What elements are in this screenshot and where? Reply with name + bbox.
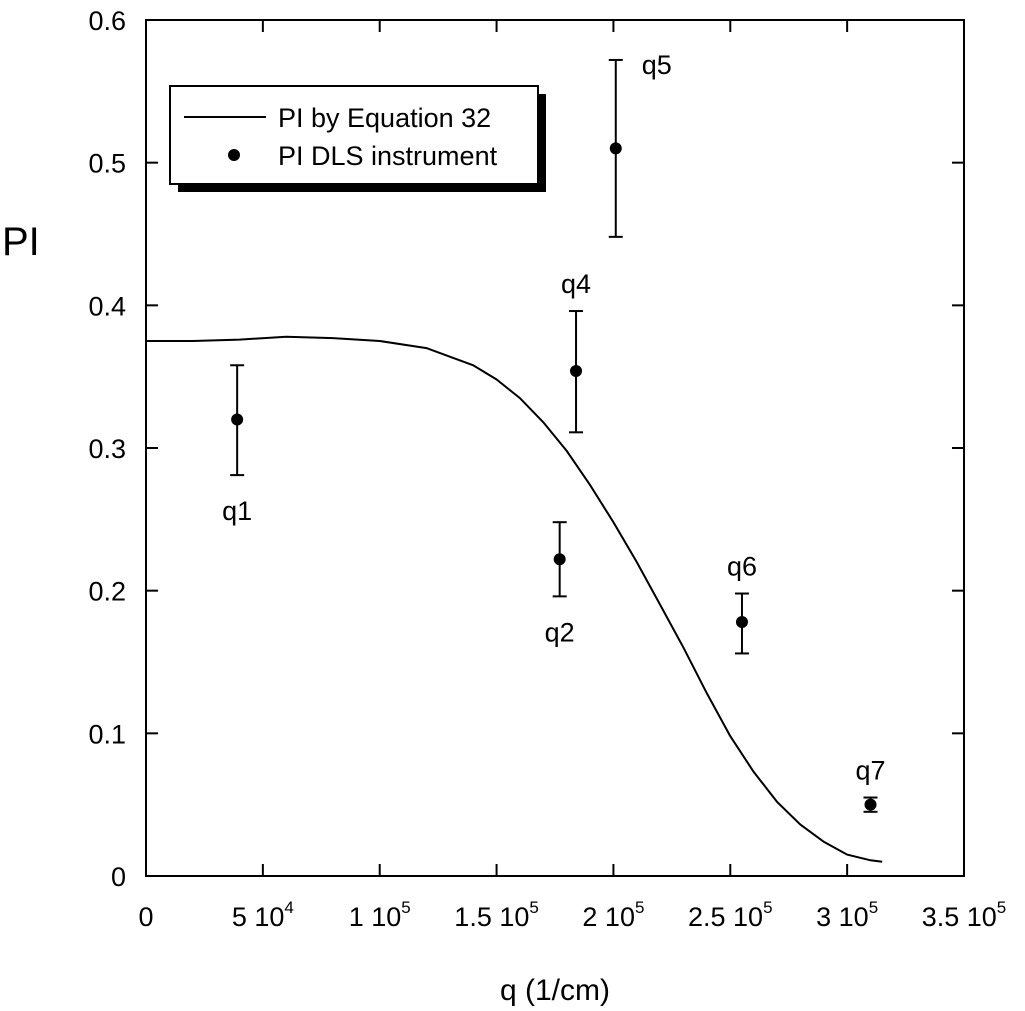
x-tick-exponent: 5 [635,898,644,917]
x-tick-label: 2.5 105 [688,898,773,932]
point-label: q6 [727,552,757,582]
x-tick-exponent: 5 [763,898,772,917]
data-marker [864,798,877,811]
data-marker [553,553,566,566]
x-tick-exponent: 5 [997,898,1006,917]
data-point-q4: q4 [561,269,591,434]
y-tick-label: 0.2 [88,577,126,607]
x-tick-label: 0 [138,902,153,932]
x-tick-label: 2 105 [582,898,644,932]
y-tick-label: 0.6 [88,6,126,36]
data-point-q6: q6 [727,552,757,655]
legend-label-dls: PI DLS instrument [278,141,498,171]
model-curve [146,335,883,863]
x-tick-labels: 0 5 104 1 105 1.5 105 2 105 2.5 105 3 105 3.5 1… [138,898,1006,932]
point-label: q2 [545,617,575,647]
x-tick-exponent: 5 [869,898,878,917]
x-axis-label: q (1/cm) [500,974,610,1007]
x-tick-label: 3.5 105 [922,898,1007,932]
legend-dot-marker [228,149,240,161]
legend-label-equation: PI by Equation 32 [278,103,491,133]
data-marker [570,364,583,377]
data-points: q1 q2 q4 q5 q6 q7 [222,50,886,813]
y-tick-label: 0.3 [88,434,126,464]
x-tick-label: 1 105 [349,898,411,932]
y-tick-labels: 0 0.1 0.2 0.3 0.4 0.5 0.6 [88,6,126,892]
data-marker [609,142,622,155]
point-label: q4 [561,269,591,299]
x-tick-label: 5 104 [232,898,294,932]
x-tick-exponent: 5 [401,898,410,917]
y-axis-label: PI [2,220,40,264]
data-point-q5: q5 [608,50,672,238]
x-tick-exponent: 5 [529,898,538,917]
legend: PI by Equation 32 PI DLS instrument [169,85,546,192]
x-tick-label: 1.5 105 [454,898,539,932]
point-label: q5 [642,50,672,80]
axis-ticks [145,19,965,877]
y-tick-label: 0.1 [88,719,126,749]
legend-box [169,85,539,185]
y-tick-label: 0 [111,862,126,892]
point-label: q7 [855,756,885,786]
y-tick-label: 0.5 [88,149,126,179]
data-marker [735,616,748,629]
data-point-q7: q7 [855,756,886,813]
data-marker [231,413,244,426]
y-tick-label: 0.4 [88,291,126,321]
x-tick-label: 3 105 [816,898,878,932]
data-point-q2: q2 [545,521,575,647]
data-point-q1: q1 [222,364,252,526]
point-label: q1 [222,496,252,526]
x-tick-exponent: 4 [284,898,293,917]
